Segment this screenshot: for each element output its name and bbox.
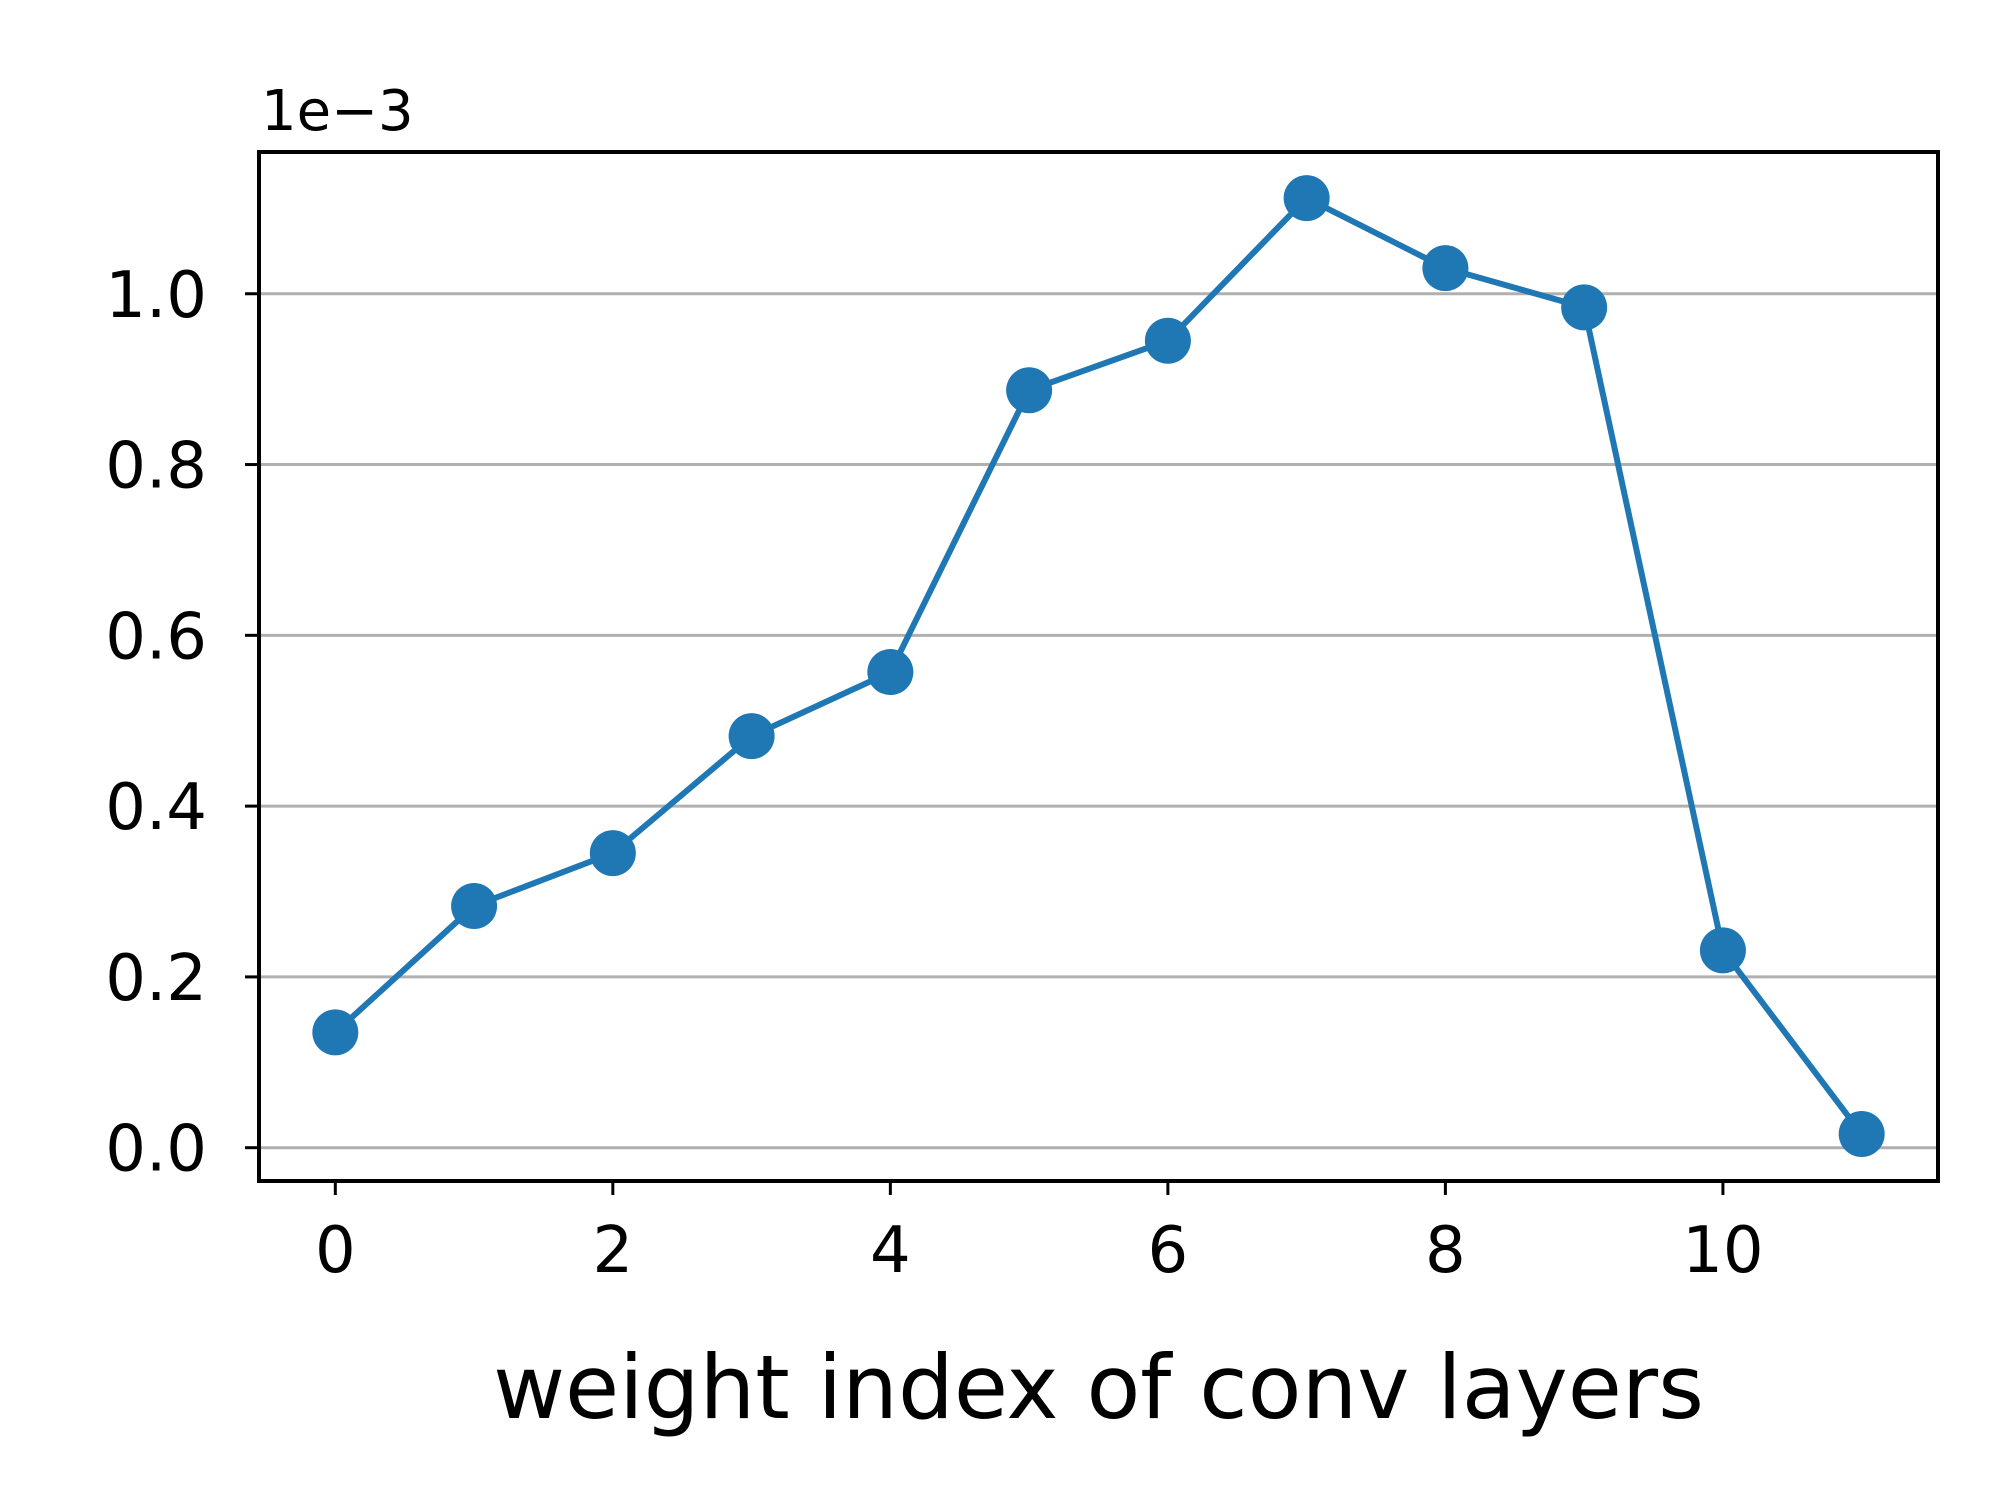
y-tick-label: 0.4 xyxy=(105,771,207,845)
data-point xyxy=(1699,927,1746,974)
data-point xyxy=(867,649,914,696)
series-line xyxy=(333,195,1865,1136)
x-axis-label: weight index of conv layers xyxy=(493,1336,1704,1439)
y-axis-ticks: 0.0 0.2 0.4 0.6 0.8 1.0 xyxy=(105,259,259,1187)
data-point xyxy=(1422,245,1469,292)
data-point xyxy=(451,883,498,930)
x-tick-label: 4 xyxy=(870,1214,911,1288)
data-point xyxy=(312,1009,359,1056)
y-tick-label: 0.0 xyxy=(105,1113,207,1187)
x-tick-label: 2 xyxy=(592,1214,633,1288)
data-point xyxy=(1144,317,1191,364)
data-point xyxy=(1006,367,1053,414)
y-tick-label: 1.0 xyxy=(105,259,207,333)
series-layer xyxy=(312,175,1885,1158)
data-point xyxy=(1838,1111,1885,1158)
grid-lines xyxy=(259,292,1938,1150)
plot-frame xyxy=(257,150,1940,1183)
x-axis-ticks: 0 2 4 6 8 10 xyxy=(315,1181,1764,1288)
y-tick-label: 0.8 xyxy=(105,430,207,504)
data-point xyxy=(589,830,636,877)
x-tick-label: 8 xyxy=(1425,1214,1466,1288)
x-tick-label: 6 xyxy=(1148,1214,1189,1288)
y-tick-label: 0.6 xyxy=(105,600,207,674)
data-point xyxy=(728,713,775,760)
data-point xyxy=(1283,175,1330,222)
data-point xyxy=(1561,284,1608,331)
y-axis-offset-label: 1e−3 xyxy=(261,79,414,144)
y-tick-label: 0.2 xyxy=(105,942,207,1016)
x-tick-label: 10 xyxy=(1682,1214,1763,1288)
x-tick-label: 0 xyxy=(315,1214,356,1288)
